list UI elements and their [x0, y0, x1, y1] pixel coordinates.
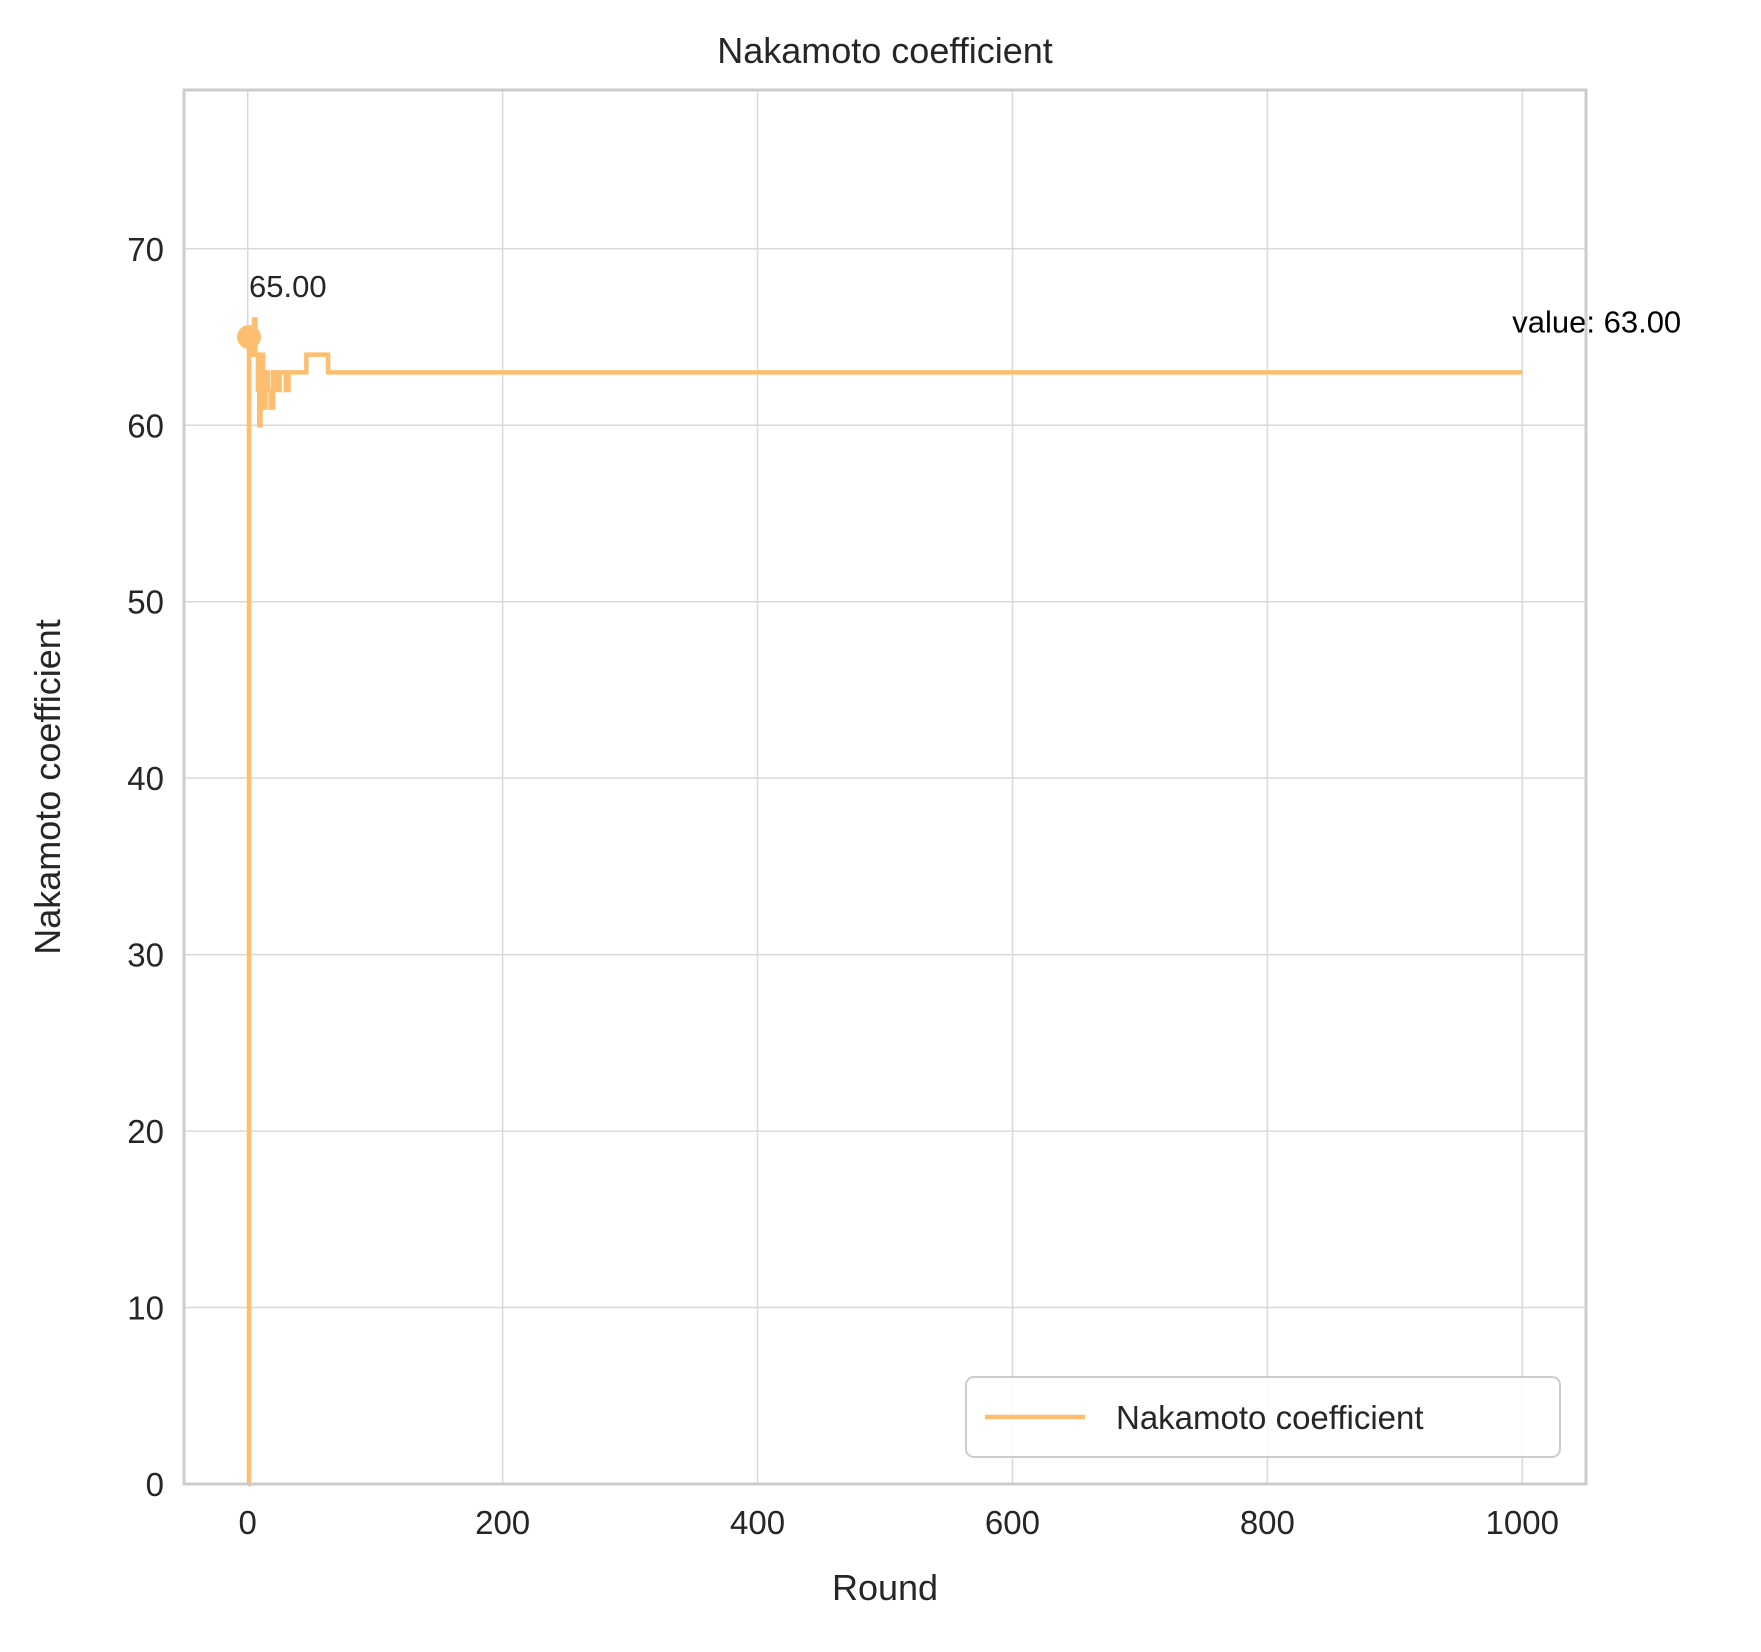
- y-axis-label: Nakamoto coefficient: [27, 619, 68, 955]
- y-tick-label: 20: [127, 1113, 164, 1150]
- legend-entry-label: Nakamoto coefficient: [1116, 1399, 1424, 1436]
- y-tick-label: 60: [127, 407, 164, 444]
- x-tick-label: 400: [730, 1504, 785, 1541]
- x-axis-label: Round: [832, 1567, 938, 1608]
- y-tick-label: 50: [127, 584, 164, 621]
- y-tick-label: 30: [127, 937, 164, 974]
- x-tick-label: 200: [475, 1504, 530, 1541]
- legend-box: [965, 1376, 1561, 1458]
- legend: Nakamoto coefficient: [965, 1376, 1561, 1458]
- y-tick-label: 0: [146, 1466, 164, 1503]
- annotation-last-value: value: 63.00: [1512, 304, 1681, 339]
- annotation-marker: [237, 325, 262, 350]
- grid-lines: [184, 90, 1586, 1485]
- series-layer: [246, 317, 1523, 1487]
- x-tick-label: 0: [239, 1504, 257, 1541]
- chart-title: Nakamoto coefficient: [717, 30, 1053, 71]
- plot-frame: [182, 88, 1588, 1486]
- tick-labels: 0 200 400 600 800 1000 0 10 20 30 40 50 60 70: [127, 231, 1559, 1541]
- annotation-first-value: 65.00: [249, 269, 327, 304]
- x-tick-label: 1000: [1486, 1504, 1559, 1541]
- x-tick-label: 600: [985, 1504, 1040, 1541]
- y-tick-label: 70: [127, 231, 164, 268]
- annotation-layer: 65.00 value: 63.00: [237, 269, 1681, 350]
- y-tick-label: 10: [127, 1290, 164, 1327]
- x-tick-label: 800: [1240, 1504, 1295, 1541]
- series-line: [246, 317, 1523, 1487]
- y-tick-label: 40: [127, 760, 164, 797]
